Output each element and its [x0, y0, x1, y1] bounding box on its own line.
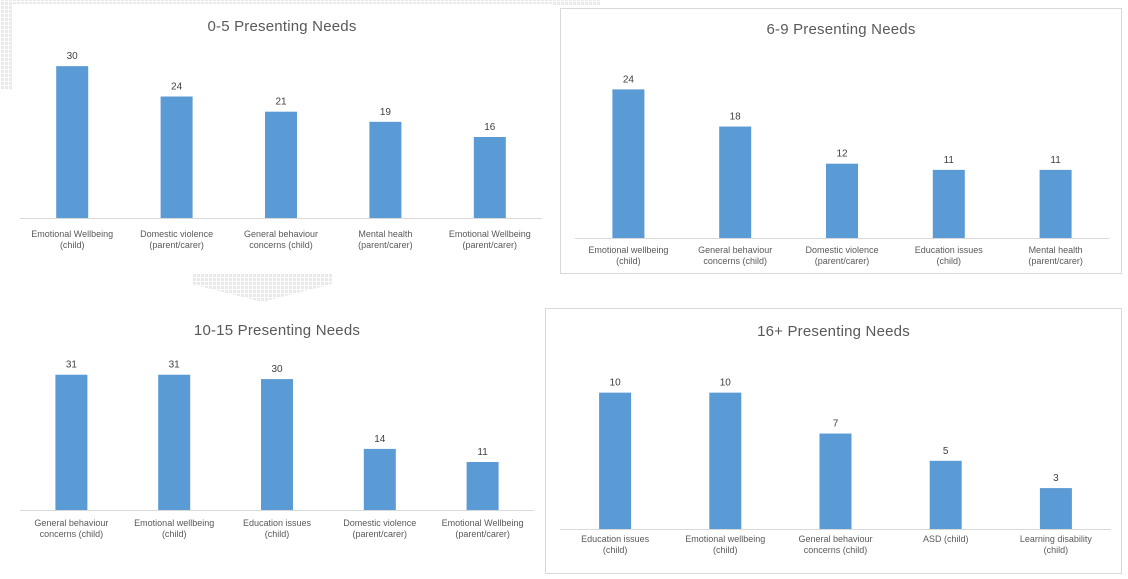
category-label: Domestic violence (parent/carer) — [140, 229, 213, 250]
data-label: 10 — [610, 378, 622, 389]
category-label: Mental health (parent/carer) — [1028, 245, 1083, 266]
data-label: 30 — [271, 364, 283, 375]
data-label: 5 — [943, 446, 949, 457]
bar — [261, 379, 293, 510]
bar-chart-0-5: 30 Emotional Wellbeing (child) 24 Domestic v… — [20, 51, 542, 250]
chart-title: 0-5 Presenting Needs — [207, 18, 357, 35]
data-label: 21 — [275, 97, 287, 108]
category-label: Emotional wellbeing (child) — [685, 534, 765, 555]
category-label: Education issues (child) — [581, 534, 650, 555]
bar — [466, 462, 499, 510]
category-label: Emotional Wellbeing (parent/carer) — [449, 229, 531, 250]
bar — [1039, 169, 1072, 238]
data-label: 12 — [836, 149, 848, 160]
chart-panel-6-9: 6-9 Presenting Needs 24 Emotional wellbei… — [560, 8, 1122, 274]
data-label: 11 — [1050, 155, 1061, 166]
bar — [932, 169, 965, 238]
bar — [826, 163, 858, 238]
bar — [158, 374, 191, 510]
category-label: Emotional wellbeing (child) — [134, 518, 214, 539]
data-label: 31 — [169, 360, 181, 371]
category-label: Education issues (child) — [243, 518, 312, 539]
bar — [160, 96, 193, 218]
category-label: General behaviour concerns (child) — [698, 245, 772, 266]
category-label: Emotional wellbeing (child) — [588, 245, 668, 266]
bar — [1039, 488, 1072, 529]
category-label: General behaviour concerns (child) — [798, 534, 872, 555]
chart-panel-16-plus: 16+ Presenting Needs 10 Education issues(… — [545, 308, 1122, 574]
category-label: Education issues (child) — [915, 245, 984, 266]
category-label: Emotional Wellbeing (parent/carer) — [442, 518, 524, 539]
category-label: ASD (child) — [923, 534, 969, 544]
category-label: Learning disability (child) — [1020, 534, 1093, 555]
bar — [369, 121, 402, 218]
data-label: 19 — [380, 107, 392, 118]
data-label: 10 — [720, 378, 732, 389]
bar — [363, 448, 396, 510]
data-label: 16 — [484, 122, 496, 133]
data-label: 18 — [730, 112, 742, 123]
bar — [929, 460, 962, 529]
bar-chart-6-9: 24 Emotional wellbeing (child) 18 General be… — [575, 74, 1109, 266]
chart-title: 6-9 Presenting Needs — [766, 21, 916, 38]
bar — [473, 137, 506, 218]
category-label: Mental health (parent/carer) — [358, 229, 413, 250]
decorative-hatch-chevron — [192, 272, 332, 302]
data-label: 14 — [374, 434, 386, 445]
decorative-hatch-top-strip — [20, 0, 600, 6]
bar — [55, 374, 88, 510]
category-label: Domestic violence (parent/carer) — [343, 518, 416, 539]
bar — [612, 89, 645, 238]
chart-title: 16+ Presenting Needs — [757, 323, 910, 340]
bar-chart-10-15: 31 General behaviour concerns (child) 31 Emo… — [20, 360, 534, 539]
bar-chart-16-plus: 10 Education issues (child) 10 Emotional wel… — [560, 378, 1111, 555]
bar — [599, 392, 632, 529]
bar — [819, 433, 852, 529]
data-label: 30 — [67, 51, 79, 62]
bar — [265, 111, 297, 218]
category-label: Domestic violence (parent/carer) — [805, 245, 878, 266]
chart-panel-0-5: 0-5 Presenting Needs 30 Emotional Wellbei… — [12, 4, 552, 274]
data-label: 3 — [1053, 473, 1059, 484]
category-label: General behaviour concerns (child) — [34, 518, 108, 539]
data-label: 31 — [66, 360, 78, 371]
category-label: Emotional Wellbeing (child) — [31, 229, 113, 250]
bar — [709, 392, 742, 529]
data-label: 24 — [623, 74, 635, 85]
chart-title: 10-15 Presenting Needs — [193, 322, 361, 339]
chart-panel-10-15: 10-15 Presenting Needs 31 General behavio… — [12, 306, 542, 574]
category-label: General behaviour concerns (child) — [244, 229, 318, 250]
bar — [719, 126, 752, 238]
data-label: 24 — [171, 82, 183, 93]
data-label: 11 — [477, 447, 488, 458]
data-label: 7 — [833, 419, 839, 430]
bar — [56, 66, 89, 218]
data-label: 11 — [944, 155, 955, 166]
